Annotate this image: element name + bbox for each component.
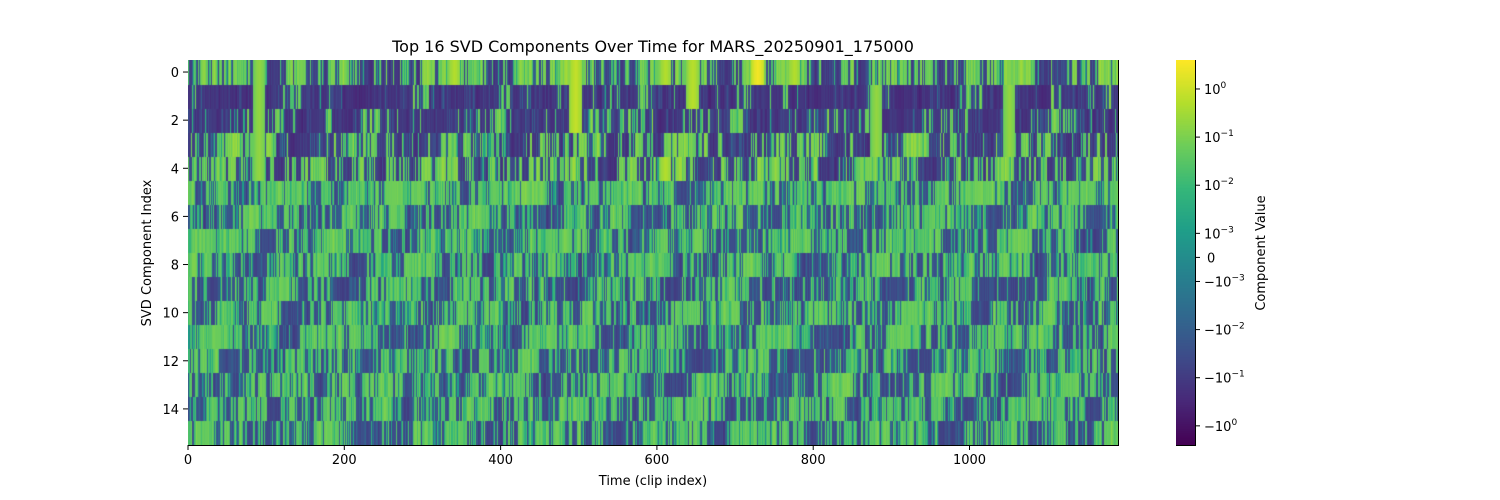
colorbar-tick-exponent: −2 bbox=[1221, 177, 1234, 187]
colorbar-tick-exponent: 0 bbox=[1221, 81, 1227, 91]
x-axis-ticks: 0 200 400 600 800 1000 bbox=[184, 445, 986, 468]
x-tick-label: 1000 bbox=[953, 453, 986, 468]
x-tick-label: 800 bbox=[801, 453, 826, 468]
y-axis-ticks: 0 2 4 6 8 10 12 14 bbox=[162, 66, 188, 418]
colorbar-tick-base: 10 bbox=[1204, 227, 1221, 242]
colorbar-tick-base: 10 bbox=[1204, 83, 1221, 98]
colorbar-tick-label: −10−2 bbox=[1204, 322, 1245, 339]
colorbar-tick-label: −10−3 bbox=[1204, 273, 1245, 290]
colorbar-tick-exponent: 0 bbox=[1231, 418, 1237, 428]
y-tick-label: 8 bbox=[171, 259, 179, 274]
x-tick-label: 0 bbox=[184, 453, 192, 468]
chart-title: Top 16 SVD Components Over Time for MARS… bbox=[391, 37, 914, 57]
colorbar-tick-base: 10 bbox=[1204, 131, 1221, 146]
colorbar-tick-exponent: −3 bbox=[1231, 273, 1244, 283]
heatmap-image bbox=[188, 60, 1118, 445]
colorbar-tick-base: −10 bbox=[1204, 372, 1231, 387]
colorbar-tick-exponent: −1 bbox=[1221, 129, 1234, 139]
y-axis-label: SVD Component Index bbox=[140, 179, 155, 326]
colorbar-gradient bbox=[1176, 60, 1195, 445]
colorbar-tick-exponent: −3 bbox=[1221, 225, 1234, 235]
colorbar-label: Component Value bbox=[1254, 195, 1269, 310]
x-tick-label: 600 bbox=[644, 453, 669, 468]
colorbar-tick-base: −10 bbox=[1204, 420, 1231, 435]
colorbar-tick-exponent: −1 bbox=[1231, 370, 1244, 380]
colorbar-tick-exponent: −2 bbox=[1231, 322, 1244, 332]
y-tick-label: 14 bbox=[162, 403, 179, 418]
x-tick-label: 400 bbox=[488, 453, 513, 468]
colorbar-tick-label: −100 bbox=[1204, 418, 1237, 435]
y-tick-label: 4 bbox=[171, 162, 179, 177]
colorbar-tick-base: −10 bbox=[1204, 275, 1231, 290]
colorbar-tick-label: −10−1 bbox=[1204, 370, 1245, 387]
colorbar-tick-label: 100 bbox=[1204, 81, 1227, 98]
y-tick-label: 0 bbox=[171, 66, 179, 81]
colorbar-tick-base: 10 bbox=[1204, 179, 1221, 194]
colorbar-tick-label: 10−3 bbox=[1204, 225, 1234, 242]
colorbar-tick-base: −10 bbox=[1204, 324, 1231, 339]
colorbar-tick-label: 0 bbox=[1207, 251, 1215, 266]
colorbar-tick-label: 10−1 bbox=[1204, 129, 1234, 146]
x-axis-label: Time (clip index) bbox=[598, 474, 707, 489]
y-tick-label: 12 bbox=[162, 355, 179, 370]
y-tick-label: 10 bbox=[162, 307, 179, 322]
x-tick-label: 200 bbox=[332, 453, 357, 468]
y-tick-label: 6 bbox=[171, 210, 179, 225]
y-tick-label: 2 bbox=[171, 114, 179, 129]
colorbar-tick-label: 10−2 bbox=[1204, 177, 1234, 194]
